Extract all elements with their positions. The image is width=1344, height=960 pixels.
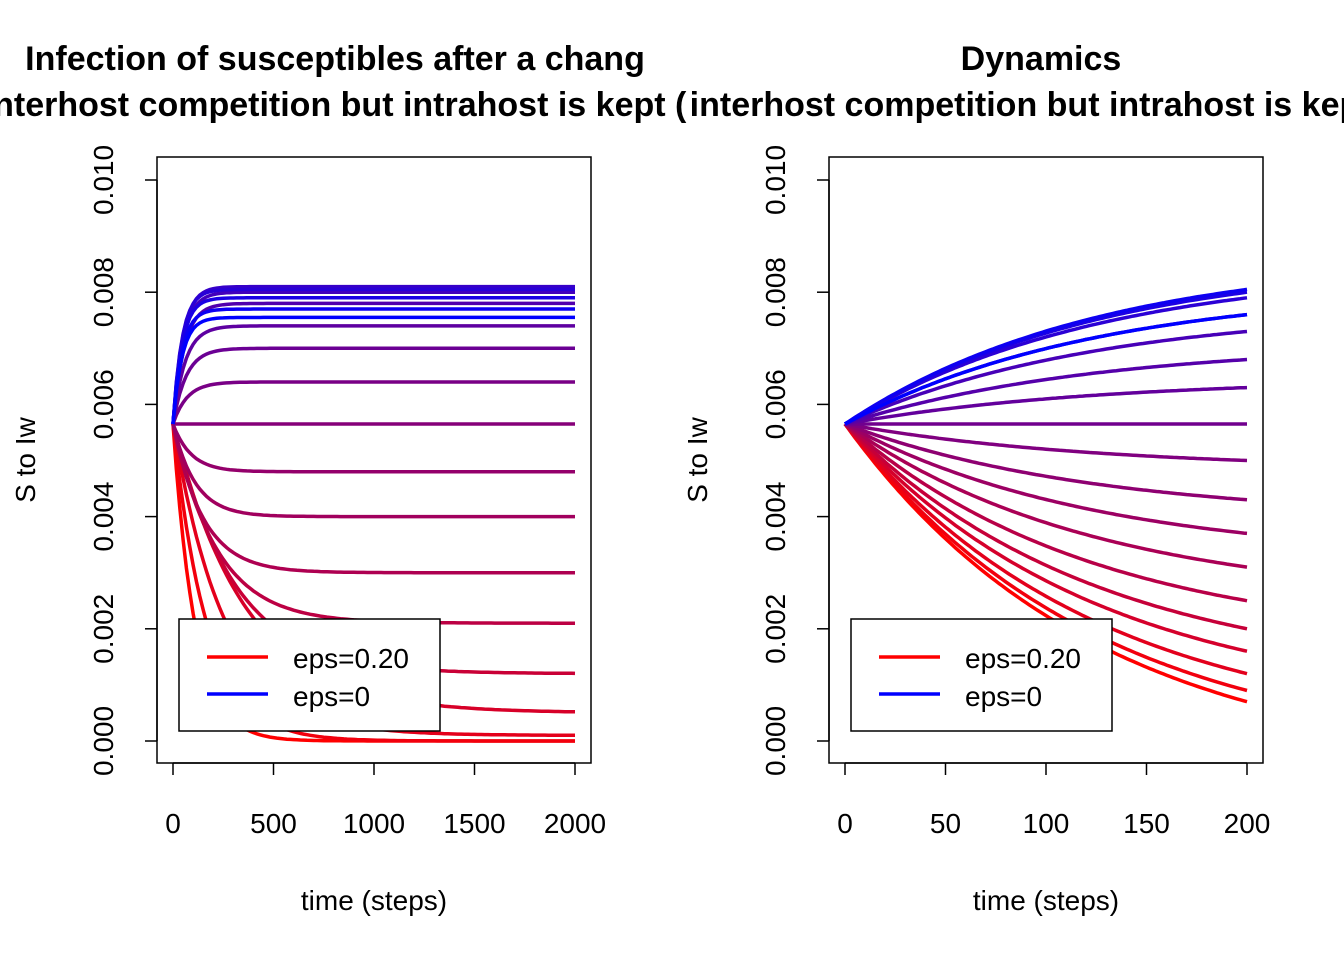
left-legend-box (178, 618, 441, 732)
left-series-line (171, 423, 575, 575)
left-y-tick-label: 0.002 (88, 594, 119, 664)
right-series-line (844, 422, 1248, 463)
left-series-line (171, 315, 575, 425)
left-series-line (171, 423, 575, 625)
left-x-tick-label: 500 (250, 808, 297, 839)
left-panel: Infection of susceptibles after a chang … (0, 40, 687, 916)
right-series-line (844, 312, 1248, 426)
right-legend-label-eps-020: eps=0.20 (965, 643, 1081, 674)
left-series-line (171, 307, 575, 425)
left-series-line (171, 284, 575, 425)
right-panel: Dynamics interhost competition but intra… (682, 40, 1344, 916)
left-y-tick-label: 0.000 (88, 706, 119, 776)
left-y-tick-label: 0.008 (88, 257, 119, 327)
right-x-tick-label: 150 (1123, 808, 1170, 839)
right-series-line (843, 422, 1248, 569)
right-y-tick-label: 0.000 (760, 706, 791, 776)
right-series-line (843, 422, 1248, 631)
right-legend-label-eps-0: eps=0 (965, 681, 1042, 712)
right-y-axis-label: S to Iw (682, 416, 713, 502)
right-series-line (844, 385, 1248, 426)
right-series-line (844, 422, 1248, 536)
left-series-line (171, 346, 575, 425)
left-series-line (171, 423, 575, 474)
left-subtitle: interhost competition but intrahost is k… (0, 86, 687, 124)
right-legend-box (850, 618, 1113, 732)
left-x-axis-label: time (steps) (301, 885, 447, 916)
left-title: Infection of susceptibles after a chang (25, 40, 645, 78)
left-series-line (171, 287, 575, 425)
left-y-tick-label: 0.006 (88, 369, 119, 439)
left-series-line (171, 423, 575, 519)
left-series-group (171, 284, 576, 743)
right-x-tick-label: 0 (837, 808, 853, 839)
left-x-tick-label: 2000 (544, 808, 606, 839)
right-y-tick-label: 0.004 (760, 482, 791, 552)
left-legend-label-eps-0: eps=0 (293, 681, 370, 712)
right-x-axis-label: time (steps) (973, 885, 1119, 916)
left-x-tick-label: 1500 (443, 808, 505, 839)
left-legend-label-eps-020: eps=0.20 (293, 643, 409, 674)
left-y-tick-label: 0.010 (88, 145, 119, 215)
right-series-group (843, 287, 1248, 704)
left-series-line (171, 301, 575, 425)
right-series-line (844, 422, 1248, 502)
right-x-tick-label: 200 (1224, 808, 1271, 839)
right-series-line (843, 422, 1248, 603)
right-axes: 0 50 100 150 200 0.000 0.002 0.004 0.006 0.008 0.0… (760, 145, 1270, 839)
left-series-line (171, 296, 575, 425)
right-y-tick-label: 0.002 (760, 594, 791, 664)
right-series-line (844, 290, 1248, 426)
left-x-tick-label: 1000 (343, 808, 405, 839)
left-y-axis-label: S to Iw (10, 416, 41, 502)
right-series-line (843, 422, 1248, 704)
right-y-tick-label: 0.006 (760, 369, 791, 439)
right-legend: eps=0.20 eps=0 (850, 618, 1113, 732)
right-y-tick-label: 0.008 (760, 257, 791, 327)
left-y-tick-label: 0.004 (88, 482, 119, 552)
left-axes: 0 500 1000 1500 2000 0.000 0.002 0.004 0.006 0.00… (88, 145, 606, 839)
left-series-line (171, 324, 575, 425)
left-x-tick-label: 0 (165, 808, 181, 839)
right-x-tick-label: 100 (1023, 808, 1070, 839)
right-series-line (843, 422, 1248, 676)
right-y-tick-label: 0.010 (760, 145, 791, 215)
right-title: Dynamics (961, 40, 1122, 78)
left-series-line (171, 380, 575, 425)
right-x-tick-label: 50 (930, 808, 961, 839)
right-series-line (844, 287, 1248, 426)
right-series-line (844, 329, 1248, 426)
left-legend: eps=0.20 eps=0 (178, 618, 441, 732)
right-subtitle: interhost competition but intrahost is k… (690, 86, 1344, 124)
left-series-line (171, 290, 575, 425)
right-series-line (843, 422, 1248, 653)
right-series-line (844, 357, 1248, 426)
right-series-line (843, 422, 1248, 693)
